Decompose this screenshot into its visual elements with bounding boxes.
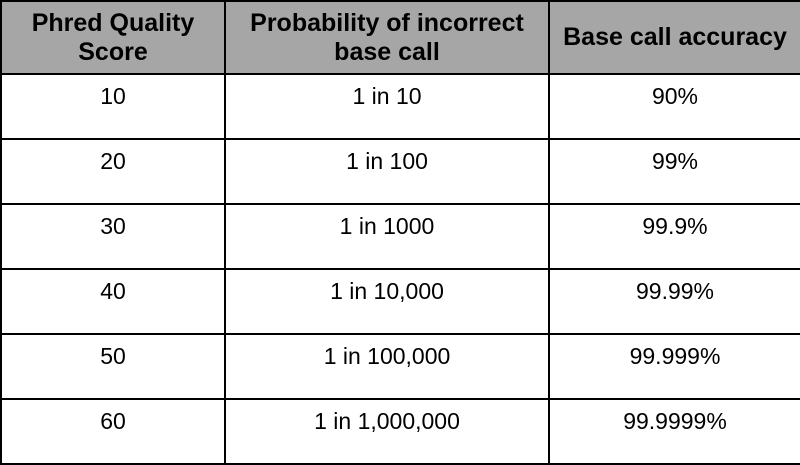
table-row: 10 1 in 10 90% (0, 73, 800, 140)
header-row: Phred Quality Score Probability of incor… (0, 0, 800, 75)
table-row: 50 1 in 100,000 99.999% (0, 333, 800, 400)
phred-score-cell: 20 (0, 138, 226, 205)
accuracy-cell: 99% (548, 138, 800, 205)
error-probability-cell: 1 in 100 (224, 138, 550, 205)
column-header-phred-score: Phred Quality Score (0, 0, 226, 75)
accuracy-cell: 99.999% (548, 333, 800, 400)
error-probability-cell: 1 in 10,000 (224, 268, 550, 335)
phred-score-cell: 30 (0, 203, 226, 270)
phred-score-cell: 50 (0, 333, 226, 400)
table-body: 10 1 in 10 90% 20 1 in 100 99% 30 1 in 1… (0, 73, 800, 465)
table-row: 30 1 in 1000 99.9% (0, 203, 800, 270)
table-row: 40 1 in 10,000 99.99% (0, 268, 800, 335)
error-probability-cell: 1 in 1,000,000 (224, 398, 550, 465)
table-header: Phred Quality Score Probability of incor… (0, 0, 800, 75)
column-header-accuracy: Base call accuracy (548, 0, 800, 75)
column-header-error-probability: Probability of incorrect base call (224, 0, 550, 75)
table-row: 20 1 in 100 99% (0, 138, 800, 205)
phred-score-cell: 40 (0, 268, 226, 335)
error-probability-cell: 1 in 100,000 (224, 333, 550, 400)
accuracy-cell: 99.9999% (548, 398, 800, 465)
table-row: 60 1 in 1,000,000 99.9999% (0, 398, 800, 465)
error-probability-cell: 1 in 1000 (224, 203, 550, 270)
accuracy-cell: 99.9% (548, 203, 800, 270)
phred-score-cell: 10 (0, 73, 226, 140)
phred-score-cell: 60 (0, 398, 226, 465)
accuracy-cell: 90% (548, 73, 800, 140)
error-probability-cell: 1 in 10 (224, 73, 550, 140)
accuracy-cell: 99.99% (548, 268, 800, 335)
